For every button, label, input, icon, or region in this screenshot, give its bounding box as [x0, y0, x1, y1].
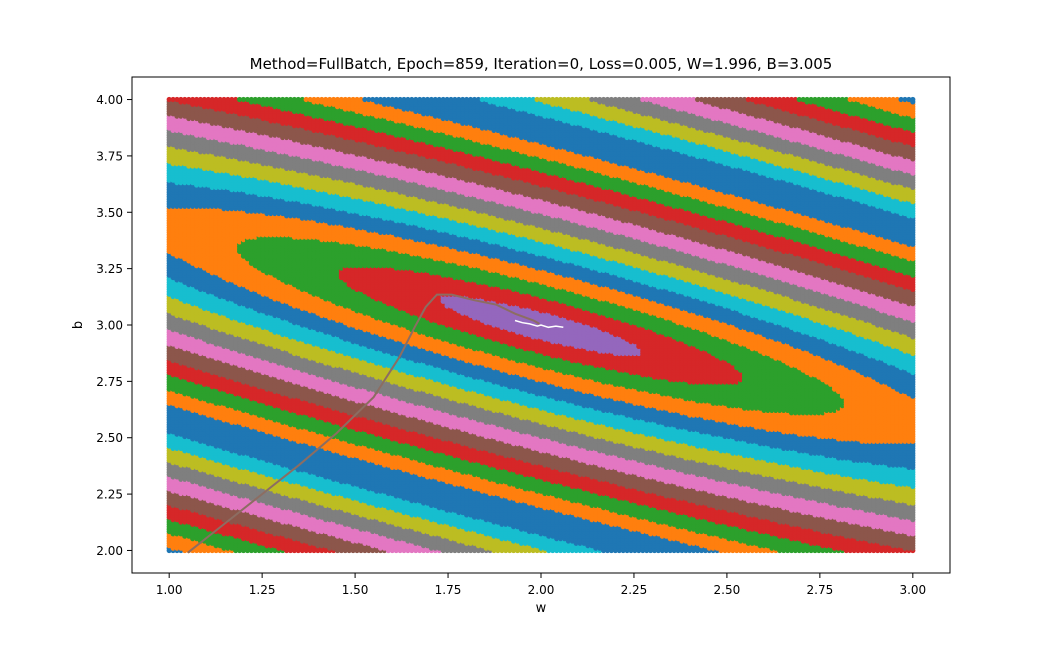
chart-title: Method=FullBatch, Epoch=859, Iteration=0… — [250, 55, 833, 73]
